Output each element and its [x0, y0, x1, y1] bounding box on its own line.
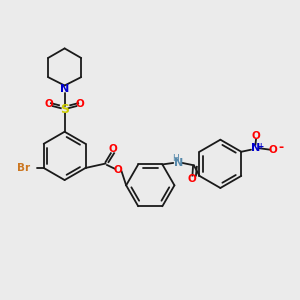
Text: O: O: [76, 99, 84, 110]
Text: O: O: [187, 174, 196, 184]
Text: +: +: [258, 142, 264, 151]
Text: O: O: [109, 144, 117, 154]
Text: Br: Br: [17, 163, 31, 173]
Text: N: N: [251, 143, 260, 153]
Text: S: S: [60, 103, 69, 116]
Text: N: N: [174, 158, 183, 168]
Text: O: O: [45, 99, 54, 110]
Text: H: H: [172, 154, 178, 163]
Text: O: O: [113, 165, 122, 175]
Text: O: O: [269, 145, 278, 155]
Text: -: -: [278, 141, 283, 154]
Text: N: N: [60, 84, 69, 94]
Text: O: O: [252, 131, 260, 141]
